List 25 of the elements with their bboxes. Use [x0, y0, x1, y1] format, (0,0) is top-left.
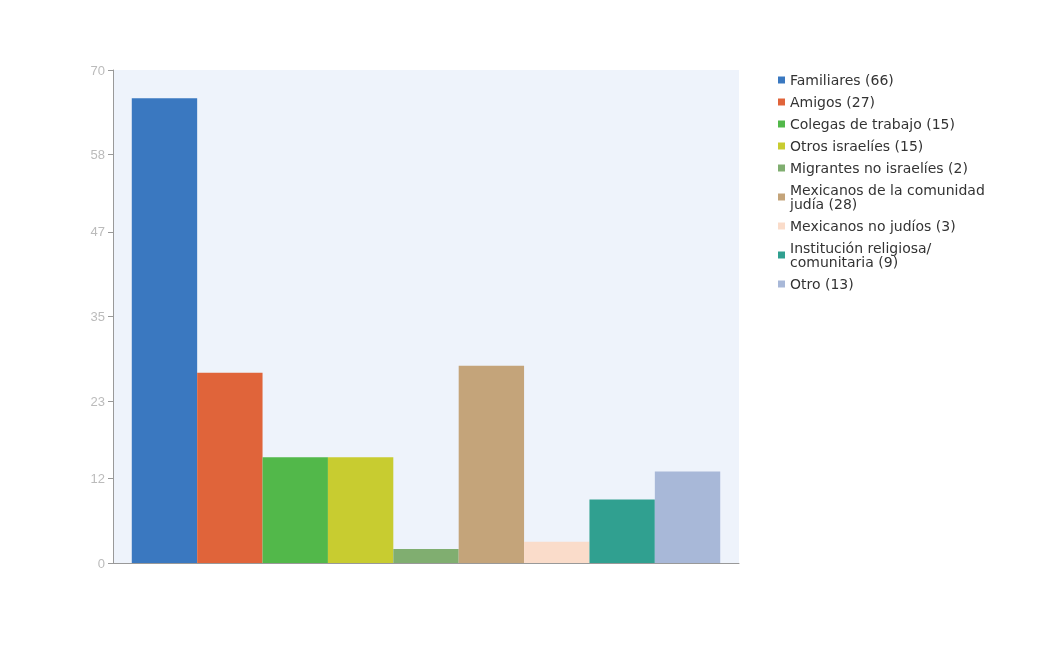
- bar: [262, 457, 328, 563]
- bar: [131, 98, 198, 563]
- legend-label: Institución religiosa/comunitaria (9): [790, 240, 932, 270]
- legend-label: Mexicanos no judíos (3): [790, 218, 956, 234]
- legend-label: Mexicanos de la comunidad judía (28): [789, 182, 990, 212]
- legend-label: Otros israelíes (15): [790, 138, 924, 154]
- bar: [654, 471, 721, 563]
- bar: [458, 365, 525, 563]
- legend-label: Migrantes no israelíes (2): [790, 160, 968, 176]
- legend-label: Otro (13): [790, 276, 854, 292]
- y-tick-label: 47: [90, 224, 105, 240]
- y-tick-label: 35: [90, 309, 105, 324]
- legend-label: Amigos (27): [790, 94, 876, 110]
- bar: [197, 372, 263, 563]
- y-tick-label: 23: [90, 393, 105, 409]
- y-tick-label: 0: [97, 555, 105, 571]
- legend-label: Colegas de trabajo (15): [790, 116, 955, 132]
- legend-label: Familiares (66): [790, 72, 894, 88]
- bar: [327, 457, 394, 563]
- y-tick-label: 58: [90, 147, 105, 163]
- bar: [393, 548, 459, 563]
- y-tick-label: 12: [90, 470, 105, 486]
- bar: [589, 499, 655, 563]
- y-tick-label: 70: [90, 62, 105, 78]
- bar: [524, 541, 590, 563]
